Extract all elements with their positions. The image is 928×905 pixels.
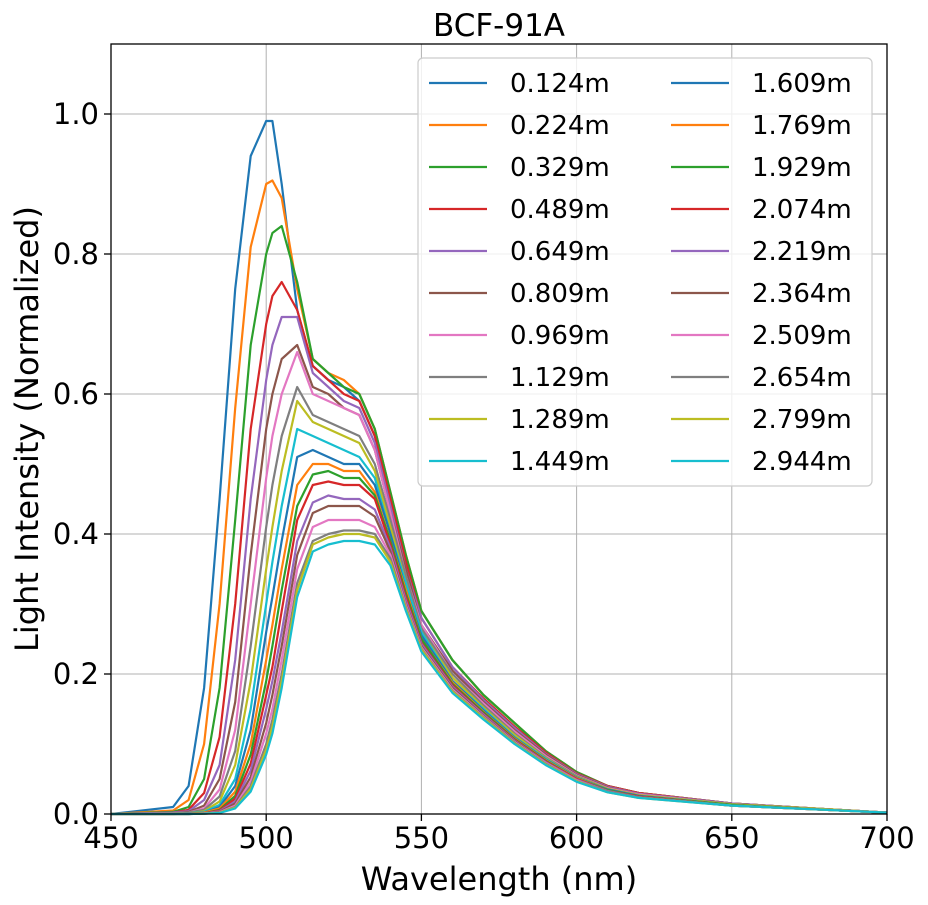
legend-label: 1.769m xyxy=(752,111,852,141)
x-axis-title: Wavelength (nm) xyxy=(361,860,637,898)
x-tick-label: 650 xyxy=(704,821,759,855)
legend-label: 1.289m xyxy=(510,405,610,435)
legend-label: 2.654m xyxy=(752,363,852,393)
legend-label: 2.219m xyxy=(752,237,852,267)
legend-label: 2.944m xyxy=(752,447,852,477)
x-tick-label: 550 xyxy=(394,821,449,855)
legend-box xyxy=(417,57,873,487)
y-tick-label: 1.0 xyxy=(53,97,99,131)
x-tick-label: 500 xyxy=(239,821,294,855)
legend-label: 1.129m xyxy=(510,363,610,393)
x-tick-label: 450 xyxy=(83,821,138,855)
y-tick-label: 0.6 xyxy=(53,377,99,411)
legend-label: 2.074m xyxy=(752,195,852,225)
y-tick-label: 0.4 xyxy=(53,517,99,551)
y-axis-title: Light Intensity (Normalized) xyxy=(8,206,46,652)
legend-label: 1.449m xyxy=(510,447,610,477)
legend-label: 2.799m xyxy=(752,405,852,435)
legend: 0.124m 0.224m 0.329m 0.489m 0.649m 0.809m 0.96… xyxy=(417,57,873,487)
axis-ticks: 450 500 550 600 650 700 0.0 0.2 0.4 0.6 0.8 1.0 xyxy=(53,97,915,855)
legend-label: 0.969m xyxy=(510,321,610,351)
plot-frame xyxy=(110,43,888,815)
legend-label: 0.649m xyxy=(510,237,610,267)
legend-label: 0.224m xyxy=(510,111,610,141)
series-lines xyxy=(110,119,888,816)
chart-title: BCF-91A xyxy=(433,8,565,44)
y-tick-label: 0.2 xyxy=(53,657,99,691)
y-tick-label: 0.8 xyxy=(53,237,99,271)
legend-label: 1.609m xyxy=(752,69,852,99)
legend-label: 0.809m xyxy=(510,279,610,309)
legend-label: 2.509m xyxy=(752,321,852,351)
legend-label: 2.364m xyxy=(752,279,852,309)
legend-label: 0.489m xyxy=(510,195,610,225)
legend-label: 0.124m xyxy=(510,69,610,99)
legend-label: 1.929m xyxy=(752,153,852,183)
legend-label: 0.329m xyxy=(510,153,610,183)
x-tick-label: 700 xyxy=(859,821,914,855)
y-tick-label: 0.0 xyxy=(53,797,99,831)
x-tick-label: 600 xyxy=(549,821,604,855)
series-line-2.944m xyxy=(111,539,888,816)
